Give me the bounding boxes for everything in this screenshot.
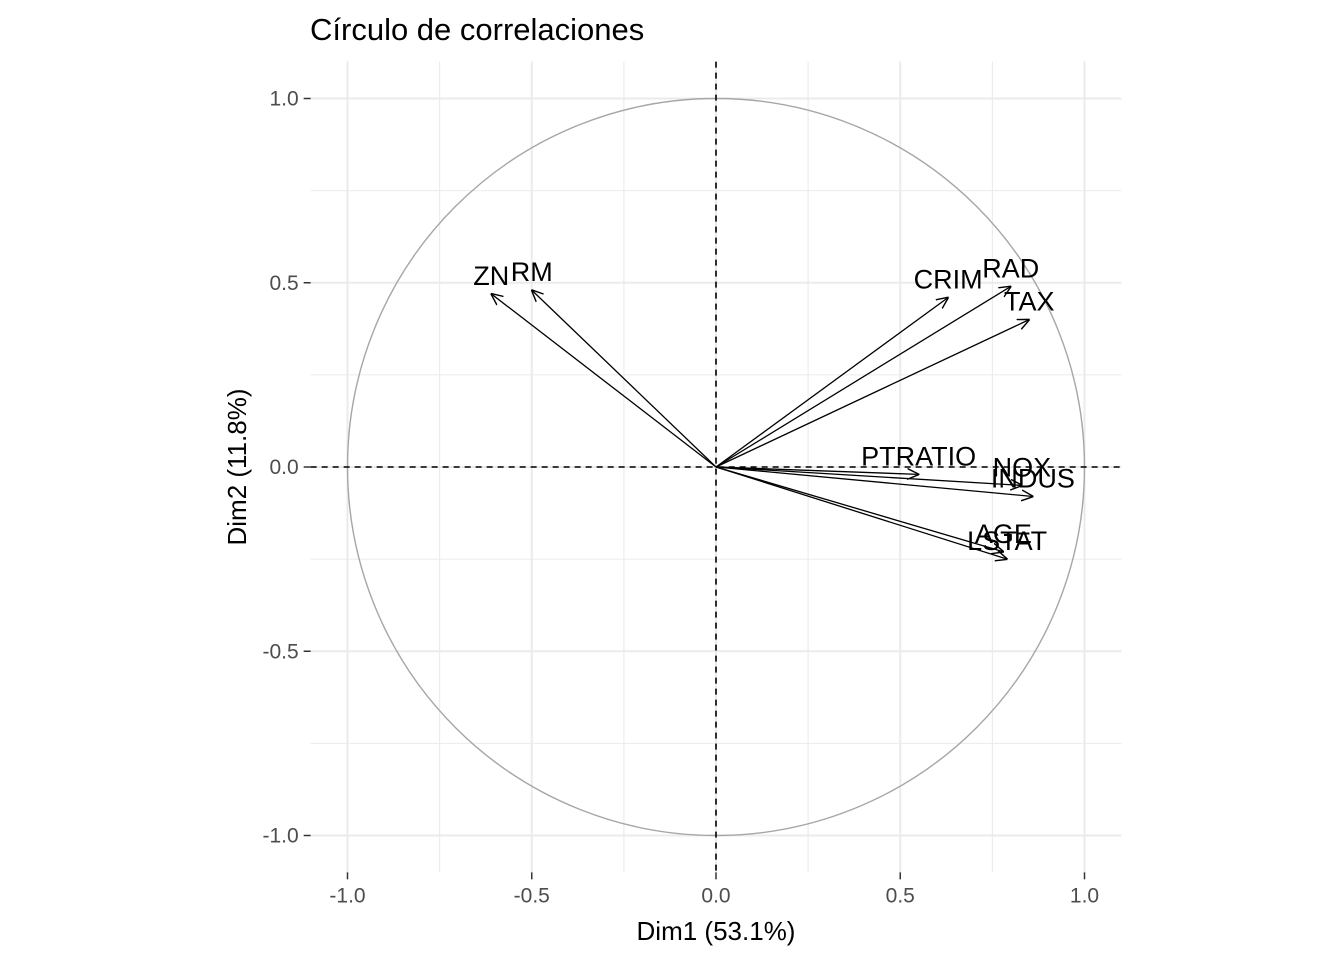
arrow-rm — [532, 290, 717, 468]
y-tick-label: 0.0 — [269, 456, 298, 479]
x-tick-label: 1.0 — [1070, 884, 1099, 907]
arrow-age — [715, 466, 1003, 552]
arrow-zn — [491, 294, 717, 468]
reference-lines — [310, 61, 1122, 873]
label-rm: RM — [511, 257, 553, 287]
label-age: AGE — [975, 519, 1032, 549]
label-lstat: LSTAT — [967, 526, 1047, 556]
arrow-lstat — [715, 466, 1007, 559]
label-indus: INDUS — [991, 463, 1075, 493]
label-nox: NOX — [993, 452, 1052, 482]
y-tick-label: -0.5 — [262, 640, 298, 663]
arrow-crim — [715, 297, 948, 468]
arrow-tax — [715, 320, 1029, 468]
chart-title: Círculo de correlaciones — [310, 12, 644, 47]
x-tick-label: 0.5 — [886, 884, 915, 907]
x-tick-label: 0.0 — [701, 884, 730, 907]
arrow-ptratio — [715, 466, 919, 474]
label-crim: CRIM — [914, 264, 983, 294]
arrow-indus — [715, 466, 1033, 496]
label-zn: ZN — [473, 261, 509, 291]
variable-arrows — [491, 286, 1033, 559]
label-tax: TAX — [1004, 287, 1055, 317]
x-axis-title: Dim1 (53.1%) — [637, 916, 796, 946]
axis-ticks: -1.0 -0.5 0.0 0.5 1.0 -1.0 -0.5 0.0 0.5 1.0 — [262, 88, 1099, 908]
x-tick-label: -0.5 — [514, 884, 550, 907]
label-ptratio: PTRATIO — [861, 441, 976, 471]
label-rad: RAD — [982, 253, 1039, 283]
x-tick-label: -1.0 — [329, 884, 365, 907]
y-tick-label: -1.0 — [262, 825, 298, 848]
arrow-nox — [715, 466, 1022, 485]
y-tick-label: 1.0 — [269, 88, 298, 111]
y-tick-label: 0.5 — [269, 272, 298, 295]
arrow-rad — [715, 286, 1011, 468]
y-axis-title: Dim2 (11.8%) — [222, 388, 252, 545]
